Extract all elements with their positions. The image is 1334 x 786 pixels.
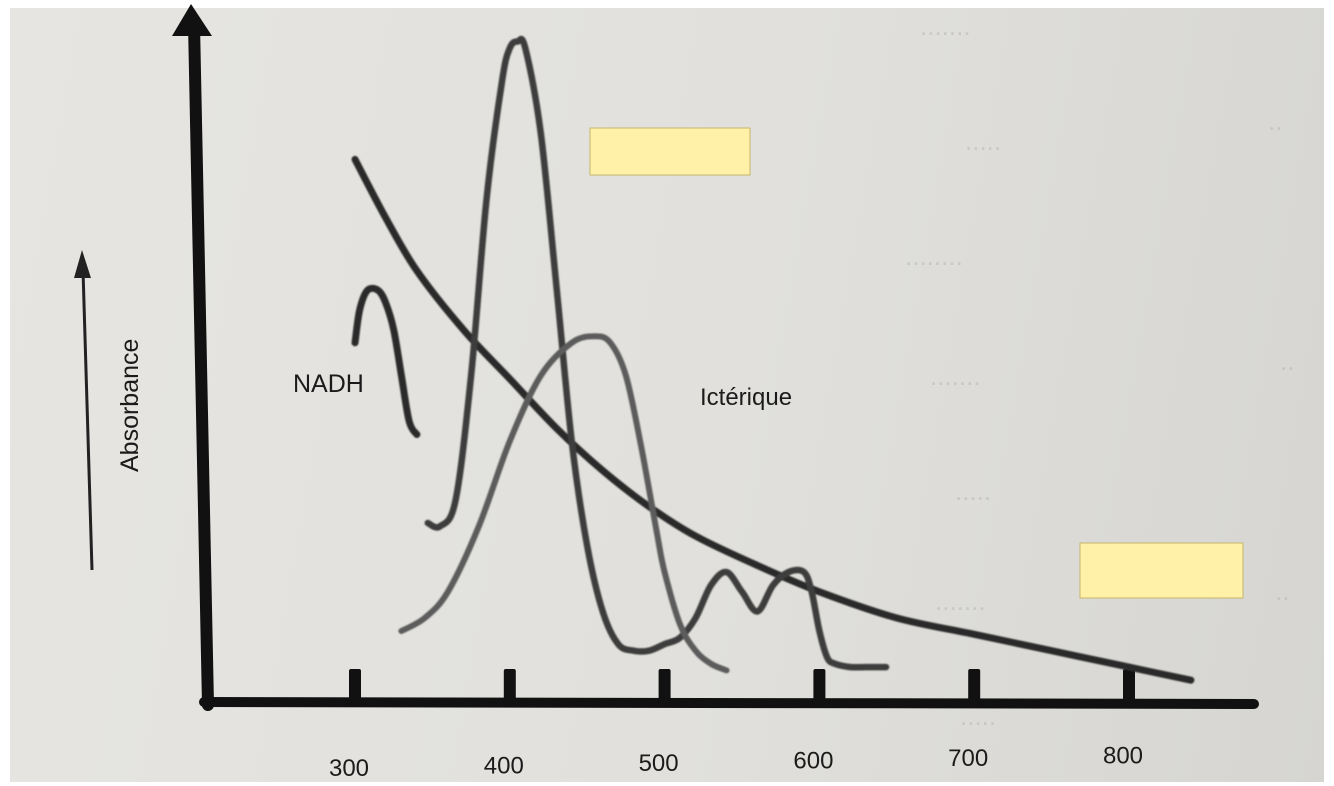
x-tick-label-500: 500 (639, 750, 679, 777)
svg-text:.......: ....... (920, 11, 971, 41)
blank-label-box-right (1079, 542, 1244, 599)
x-tick-500 (658, 669, 671, 705)
x-tick-700 (968, 669, 981, 705)
x-tick-label-700: 700 (948, 745, 988, 772)
x-tick-label-600: 600 (793, 748, 833, 775)
label-icterique: Ictérique (700, 384, 792, 411)
svg-text:.....: ..... (955, 476, 991, 506)
y-axis (188, 18, 214, 711)
y-axis-arrow (172, 4, 212, 36)
x-tick-labels: 300 400 500 600 700 800 (329, 743, 1143, 783)
svg-text:.......: ....... (935, 586, 986, 616)
series-layer (351, 35, 1195, 684)
x-ticks (349, 669, 1135, 705)
series-nadh-curve (351, 284, 421, 438)
svg-text:.......: ....... (930, 361, 981, 391)
series-decay-curve (351, 155, 1195, 684)
absorbance-arrow-head (74, 250, 91, 278)
x-tick-400 (503, 669, 516, 705)
absorbance-arrow-shaft (81, 269, 94, 571)
blank-label-box-top (589, 127, 751, 176)
y-axis-label: Absorbance (116, 339, 144, 472)
svg-text:..: .. (1275, 576, 1289, 606)
svg-text:.....: ..... (965, 126, 1001, 156)
x-tick-label-300: 300 (329, 755, 369, 782)
bleed-through-decoration: ....... ..... ........ ....... ..... ...… (905, 11, 1294, 731)
series-icterique-curve (398, 333, 730, 674)
x-tick-300 (349, 669, 361, 705)
x-tick-label-400: 400 (484, 753, 524, 780)
svg-text:..: .. (1280, 346, 1294, 376)
x-tick-800 (1123, 669, 1135, 705)
series-peak-curve (424, 35, 890, 671)
label-nadh: NADH (293, 370, 364, 398)
svg-text:..: .. (1268, 106, 1282, 136)
x-tick-label-800: 800 (1103, 743, 1143, 770)
svg-text:........: ........ (905, 241, 963, 271)
x-tick-600 (813, 669, 826, 705)
x-axis (199, 697, 1259, 709)
